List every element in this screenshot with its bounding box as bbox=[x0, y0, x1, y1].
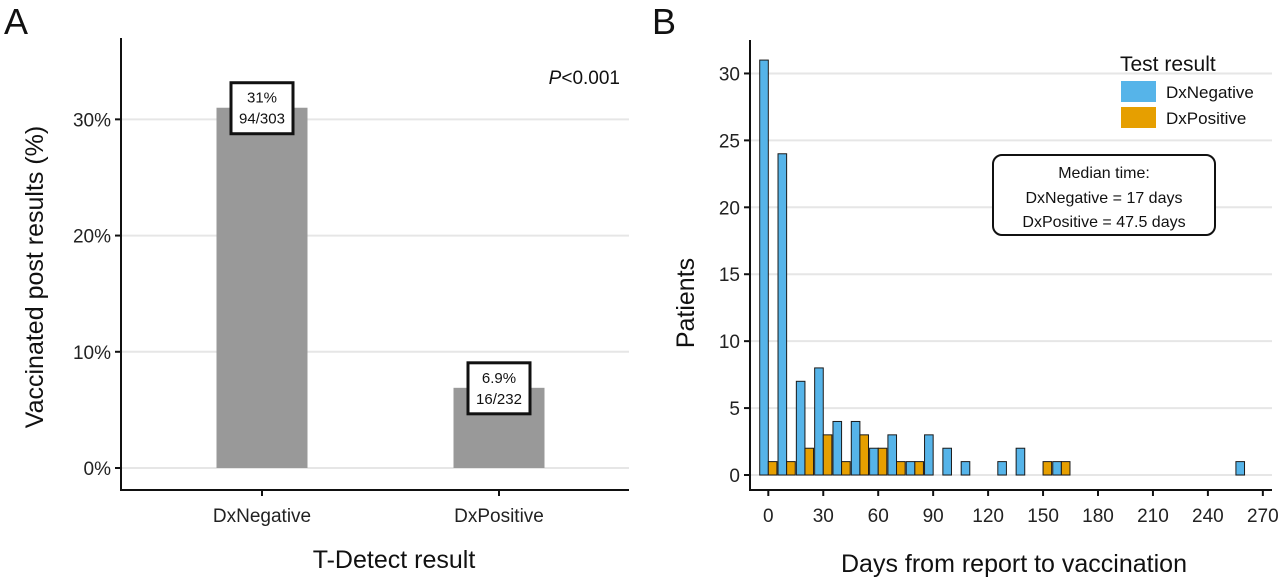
panel-b-x-ticks: 0 30 60 90 120 150 180 210 240 270 bbox=[763, 490, 1279, 527]
panel-a-x-ticks: DxNegative DxPositive bbox=[213, 490, 544, 527]
median-dxnegative: DxNegative = 17 days bbox=[1026, 190, 1183, 207]
panel-b-bar-dxpositive bbox=[822, 434, 833, 476]
panel-a-data-label-box bbox=[229, 81, 295, 136]
panel-b-bar-dxpositive bbox=[841, 461, 851, 476]
panel-a-x-tick-label: DxPositive bbox=[454, 506, 544, 527]
panel-b-bar-dxnegative bbox=[1052, 461, 1062, 476]
panel-a-bars bbox=[216, 107, 545, 468]
panel-b-x-tick-label: 0 bbox=[763, 506, 774, 527]
panel-b-bar-dxpositive bbox=[767, 461, 778, 476]
median-dxpositive: DxPositive = 47.5 days bbox=[1022, 214, 1185, 231]
panel-b-x-tick-label: 150 bbox=[1027, 506, 1059, 527]
panel-a: A 31% 94/303 6.9% 16/232 0% 10% 20% 30% DxNega… bbox=[4, 1, 629, 574]
panel-b-bar-dxnegative bbox=[759, 59, 769, 476]
panel-a-data-labels: 31% 94/303 6.9% 16/232 bbox=[229, 81, 532, 416]
p-value-symbol: P bbox=[549, 68, 562, 89]
panel-a-x-tick-label: DxNegative bbox=[213, 506, 311, 527]
panel-b-x-tick-label: 120 bbox=[972, 506, 1004, 527]
panel-b-y-tick-label: 20 bbox=[719, 198, 740, 219]
legend-label-dxnegative: DxNegative bbox=[1166, 83, 1254, 102]
legend-title: Test result bbox=[1120, 53, 1216, 76]
panel-b-y-tick-label: 30 bbox=[719, 64, 740, 85]
panel-a-y-tick-label: 30% bbox=[73, 110, 111, 131]
panel-b-y-tick-label: 0 bbox=[729, 466, 740, 487]
panel-a-x-axis-title: T-Detect result bbox=[313, 546, 476, 574]
panel-b-letter: B bbox=[652, 1, 676, 42]
panel-b-x-tick-label: 30 bbox=[813, 506, 834, 527]
panel-b-legend: Test result DxNegative DxPositive bbox=[1120, 53, 1254, 128]
panel-b-bar-dxpositive bbox=[914, 461, 924, 476]
panel-b-bar-dxpositive bbox=[804, 447, 815, 476]
legend-swatch-dxpositive bbox=[1121, 107, 1156, 128]
panel-a-p-value: P<0.001 bbox=[549, 68, 620, 89]
panel-b-y-tick-label: 15 bbox=[719, 265, 740, 286]
panel-b-bar-dxnegative bbox=[997, 461, 1007, 476]
panel-b-x-tick-label: 210 bbox=[1137, 506, 1169, 527]
panel-b-y-tick-label: 25 bbox=[719, 131, 740, 152]
panel-b-x-tick-label: 180 bbox=[1082, 506, 1114, 527]
panel-b-bar-dxnegative bbox=[850, 420, 861, 476]
panel-b-bar-dxnegative bbox=[795, 380, 806, 476]
panel-a-data-label-percent: 6.9% bbox=[482, 370, 516, 387]
panel-b-y-tick-label: 5 bbox=[729, 399, 740, 420]
legend-swatch-dxnegative bbox=[1121, 81, 1156, 102]
panel-a-y-ticks: 0% 10% 20% 30% bbox=[73, 110, 121, 480]
panel-b: B 0 5 10 15 20 25 30 0 30 60 90 120 150 180 210 240 270… bbox=[652, 1, 1279, 578]
panel-b-y-tick-label: 10 bbox=[719, 332, 740, 353]
panel-b-bar-dxpositive bbox=[1042, 461, 1053, 476]
panel-a-y-tick-label: 10% bbox=[73, 343, 111, 364]
median-box bbox=[992, 154, 1216, 236]
panel-b-y-axis-title: Patients bbox=[672, 258, 700, 348]
panel-b-x-tick-label: 240 bbox=[1192, 506, 1224, 527]
median-title: Median time: bbox=[1058, 165, 1150, 182]
panel-b-median-annotation: Median time: DxNegative = 17 days DxPosi… bbox=[992, 154, 1216, 236]
panel-b-bar-dxnegative bbox=[777, 153, 788, 476]
panel-b-bar-dxnegative bbox=[832, 420, 843, 476]
panel-a-gridlines bbox=[121, 118, 629, 469]
panel-b-y-ticks: 0 5 10 15 20 25 30 bbox=[719, 64, 750, 487]
panel-a-y-tick-label: 0% bbox=[84, 459, 112, 480]
panel-a-y-axis-title: Vaccinated post results (%) bbox=[21, 126, 49, 428]
panel-a-letter: A bbox=[4, 1, 28, 42]
panel-b-bar-dxnegative bbox=[869, 447, 879, 476]
panel-b-bar-dxpositive bbox=[896, 461, 906, 476]
panel-b-bar-dxnegative bbox=[814, 367, 824, 476]
panel-a-bar-dxnegative bbox=[216, 107, 308, 468]
legend-label-dxpositive: DxPositive bbox=[1166, 109, 1246, 128]
panel-b-bar-dxnegative bbox=[1235, 461, 1246, 476]
panel-b-x-axis-title: Days from report to vaccination bbox=[841, 550, 1187, 578]
panel-a-data-label-fraction: 94/303 bbox=[239, 111, 285, 128]
panel-b-bar-dxnegative bbox=[1015, 447, 1026, 476]
p-value-threshold: <0.001 bbox=[561, 68, 620, 89]
panel-b-bar-dxpositive bbox=[859, 434, 870, 476]
panel-b-x-tick-label: 60 bbox=[868, 506, 889, 527]
panel-b-bar-dxpositive bbox=[877, 447, 888, 476]
panel-b-bar-dxnegative bbox=[924, 434, 934, 476]
panel-a-data-label-percent: 31% bbox=[247, 90, 277, 107]
panel-b-x-tick-label: 90 bbox=[923, 506, 944, 527]
panel-b-bar-dxpositive bbox=[1060, 461, 1071, 476]
panel-b-bar-dxnegative bbox=[942, 447, 952, 476]
panel-b-gridlines bbox=[750, 72, 1272, 476]
panel-a-data-label-box bbox=[466, 361, 532, 416]
panel-a-y-tick-label: 20% bbox=[73, 227, 111, 248]
panel-b-bar-dxnegative bbox=[905, 461, 916, 476]
panel-b-bar-dxnegative bbox=[960, 461, 971, 476]
panel-b-bar-dxnegative bbox=[887, 434, 898, 476]
panel-b-bar-dxpositive bbox=[786, 461, 796, 476]
panel-a-data-label-fraction: 16/232 bbox=[476, 391, 522, 408]
panel-b-bars bbox=[759, 59, 1246, 476]
panel-b-x-tick-label: 270 bbox=[1247, 506, 1279, 527]
